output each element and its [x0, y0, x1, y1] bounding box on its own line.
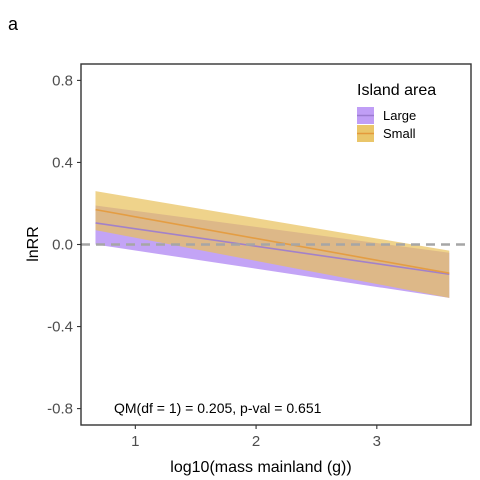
fit-line-small	[95, 208, 450, 275]
y-tick-label: 0.4	[52, 154, 73, 171]
legend-title: Island area	[357, 82, 436, 99]
model-stats-annotation: QM(df = 1) = 0.205, p-val = 0.651	[114, 400, 322, 416]
y-tick-label: 0.8	[52, 72, 73, 89]
panel-label: a	[8, 14, 19, 34]
axes: -0.8 -0.4 0.0 0.4 0.8 1 2 3	[47, 72, 381, 450]
y-tick-label: -0.8	[47, 401, 73, 418]
x-tick-label: 1	[131, 433, 139, 450]
legend-label-small: Small	[383, 126, 416, 141]
fit-line-large	[95, 222, 450, 276]
y-axis-title: lnRR	[25, 226, 42, 262]
legend: Island area Large Small	[357, 82, 436, 142]
ci-band-small	[95, 191, 450, 298]
plot-area	[81, 191, 471, 298]
y-tick-label: -0.4	[47, 319, 73, 336]
x-tick-label: 2	[252, 433, 260, 450]
y-tick-label: 0.0	[52, 237, 73, 254]
legend-label-large: Large	[383, 108, 416, 123]
x-tick-label: 3	[373, 433, 381, 450]
x-axis-title: log10(mass mainland (g))	[170, 459, 351, 476]
